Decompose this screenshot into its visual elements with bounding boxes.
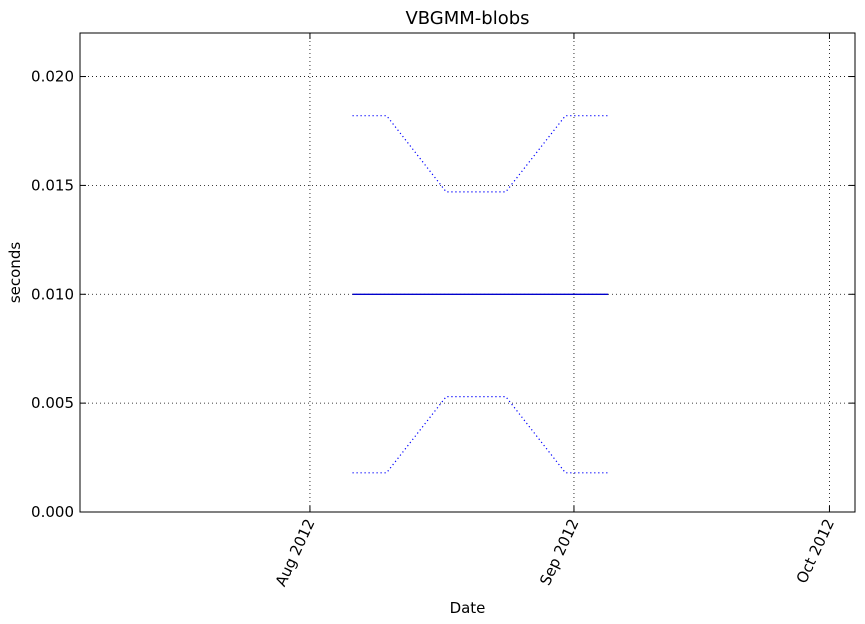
x-tick-label: Aug 2012: [272, 516, 319, 589]
y-tick-label: 0.005: [31, 394, 74, 412]
y-tick-label: 0.015: [31, 176, 74, 194]
chart-title: VBGMM-blobs: [405, 8, 529, 29]
y-tick-label: 0.010: [31, 285, 74, 303]
x-axis-label: Date: [450, 599, 486, 617]
axis-ticks: 0.000 0.005 0.010 0.015 0.020 Aug 2012 Sep 201…: [31, 33, 855, 589]
series-line-upper-bound: [352, 115, 608, 193]
plot-series: [352, 115, 608, 474]
grid-lines: [80, 33, 855, 513]
y-tick-label: 0.000: [31, 503, 74, 521]
plot-frame: [79, 32, 856, 513]
x-tick-label: Sep 2012: [536, 516, 582, 588]
series-line-lower-bound: [352, 396, 608, 474]
y-tick-label: 0.020: [31, 68, 74, 86]
x-tick-label: Oct 2012: [793, 516, 838, 586]
y-axis-label: seconds: [6, 242, 24, 303]
